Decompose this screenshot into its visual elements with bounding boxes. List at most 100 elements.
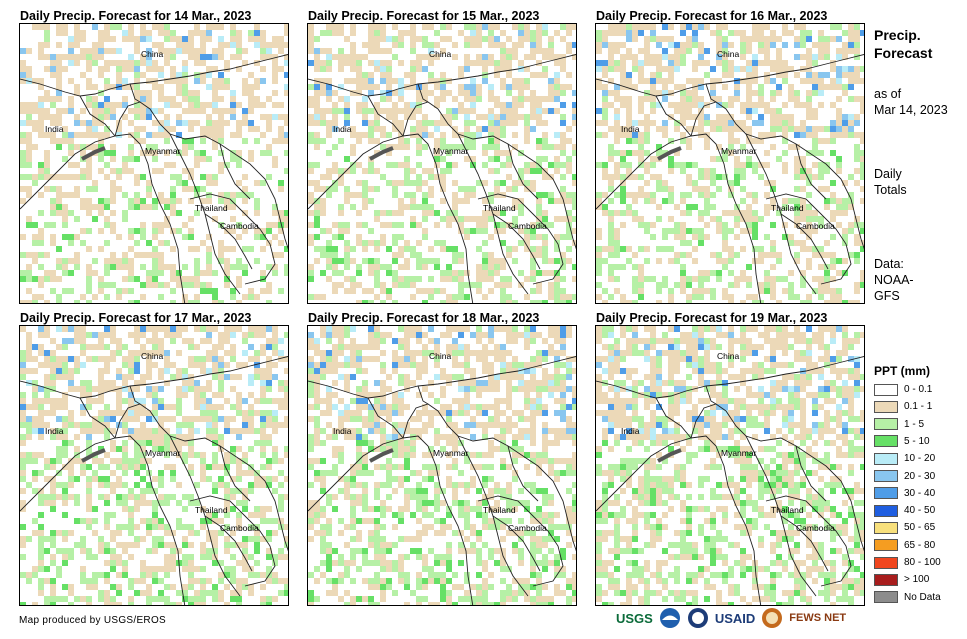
country-border [745, 435, 864, 552]
legend-label: 40 - 50 [904, 505, 936, 517]
country-border [114, 403, 241, 597]
no-data-coast [369, 448, 394, 463]
sidebar-title: Precip. Forecast [874, 26, 932, 62]
legend-item: 0 - 0.1 [874, 381, 932, 398]
legend-swatch [874, 435, 898, 448]
legend-swatch [874, 487, 898, 500]
sidebar-data-line3: GFS [874, 289, 900, 303]
country-border [765, 495, 852, 587]
country-border [492, 515, 541, 572]
legend-swatch [874, 470, 898, 482]
sidebar-asof: as of Mar 14, 2023 [874, 86, 948, 118]
map-label-india: India [333, 426, 352, 436]
map-label-myanmar: Myanmar [145, 146, 181, 156]
map-label-cambodia: Cambodia [796, 221, 835, 231]
legend-label: No Data [904, 591, 941, 603]
country-border [596, 133, 762, 303]
country-border [204, 515, 253, 572]
country-border [20, 435, 186, 605]
legend-item: 30 - 40 [874, 485, 935, 502]
legend-swatch [874, 504, 898, 517]
country-border [169, 435, 288, 552]
map-label-china: China [717, 351, 739, 361]
country-border [189, 495, 276, 587]
map-label-cambodia: Cambodia [220, 221, 259, 231]
forecast-map-6[interactable]: China India Myanmar Thailand Cambodia [595, 325, 865, 606]
country-border [308, 435, 474, 605]
map-label-thailand: Thailand [771, 505, 804, 515]
usaid-logo: USAID [714, 610, 756, 626]
no-data-coast [81, 146, 106, 161]
panel-title-4: Daily Precip. Forecast for 17 Mar., 2023 [20, 311, 252, 325]
country-border [129, 385, 141, 405]
usaid-seal-icon [687, 608, 708, 628]
legend-label: 80 - 100 [904, 557, 941, 568]
forecast-map-2[interactable]: China India Myanmar Thailand Cambodia [307, 23, 577, 304]
map-label-china: China [717, 49, 739, 59]
legend-label: 65 - 80 [904, 539, 936, 551]
country-border [705, 385, 717, 405]
precip-raster: China India Myanmar Thailand Cambodia [20, 24, 288, 303]
country-border [765, 193, 852, 285]
forecast-map-5[interactable]: China India Myanmar Thailand Cambodia [307, 325, 577, 606]
sidebar-title-line1: Precip. [874, 27, 921, 43]
forecast-map-4[interactable]: China India Myanmar Thailand Cambodia [19, 325, 289, 606]
no-data-coast [81, 448, 106, 463]
legend-item: No Data [874, 589, 941, 606]
fews-net-logo: FEWS NET [789, 612, 847, 624]
country-border [655, 95, 692, 137]
country-border [457, 435, 576, 552]
country-border [596, 435, 762, 605]
precip-raster: China India Myanmar Thailand Cambodia [308, 326, 576, 605]
sidebar-daily: Daily Totals [874, 166, 907, 198]
country-border [204, 213, 253, 270]
country-border [477, 193, 564, 285]
logo-strip: USGS USAID FEWS NET [616, 607, 846, 629]
no-data-coast [369, 146, 394, 161]
country-border [308, 54, 576, 97]
country-border [596, 54, 864, 97]
legend-item: 20 - 30 [874, 468, 935, 485]
country-border [780, 213, 829, 270]
legend-item: 40 - 50 [874, 502, 935, 519]
country-border [795, 143, 827, 200]
forecast-map-3[interactable]: China India Myanmar Thailand Cambodia [595, 23, 865, 304]
panel-title-1: Daily Precip. Forecast for 14 Mar., 2023 [20, 9, 252, 23]
country-border [655, 397, 692, 439]
map-label-cambodia: Cambodia [508, 221, 547, 231]
map-label-india: India [333, 124, 352, 134]
map-label-china: China [141, 351, 163, 361]
legend-label: 30 - 40 [904, 487, 936, 499]
map-label-india: India [621, 426, 640, 436]
country-border [417, 83, 429, 103]
precip-raster: China India Myanmar Thailand Cambodia [596, 24, 864, 303]
legend-label: 0.1 - 1 [904, 401, 933, 413]
forecast-map-1[interactable]: China India Myanmar Thailand Cambodia [19, 23, 289, 304]
country-border [219, 445, 251, 502]
panel-title-2: Daily Precip. Forecast for 15 Mar., 2023 [308, 9, 540, 23]
legend-label: 0 - 0.1 [904, 384, 933, 395]
map-label-thailand: Thailand [195, 203, 228, 213]
country-border [114, 101, 241, 295]
country-border [507, 143, 539, 200]
country-border [308, 133, 474, 303]
country-border [795, 445, 827, 502]
country-border [492, 213, 541, 270]
map-label-myanmar: Myanmar [433, 146, 469, 156]
map-label-china: China [429, 49, 451, 59]
legend-label: 5 - 10 [904, 435, 930, 447]
country-border [457, 133, 576, 250]
noaa-logo-icon [659, 608, 680, 628]
map-label-thailand: Thailand [483, 203, 516, 213]
sidebar-daily-line1: Daily [874, 167, 902, 181]
country-border [20, 54, 288, 97]
panel-title-3: Daily Precip. Forecast for 16 Mar., 2023 [596, 9, 828, 23]
legend-swatch [874, 591, 898, 604]
legend-item: 10 - 20 [874, 450, 935, 467]
map-label-thailand: Thailand [771, 203, 804, 213]
country-border [690, 101, 817, 295]
panel-title-5: Daily Precip. Forecast for 18 Mar., 2023 [308, 311, 540, 325]
country-border [402, 101, 529, 295]
sidebar-data-line2: NOAA- [874, 273, 914, 287]
map-label-thailand: Thailand [195, 505, 228, 515]
